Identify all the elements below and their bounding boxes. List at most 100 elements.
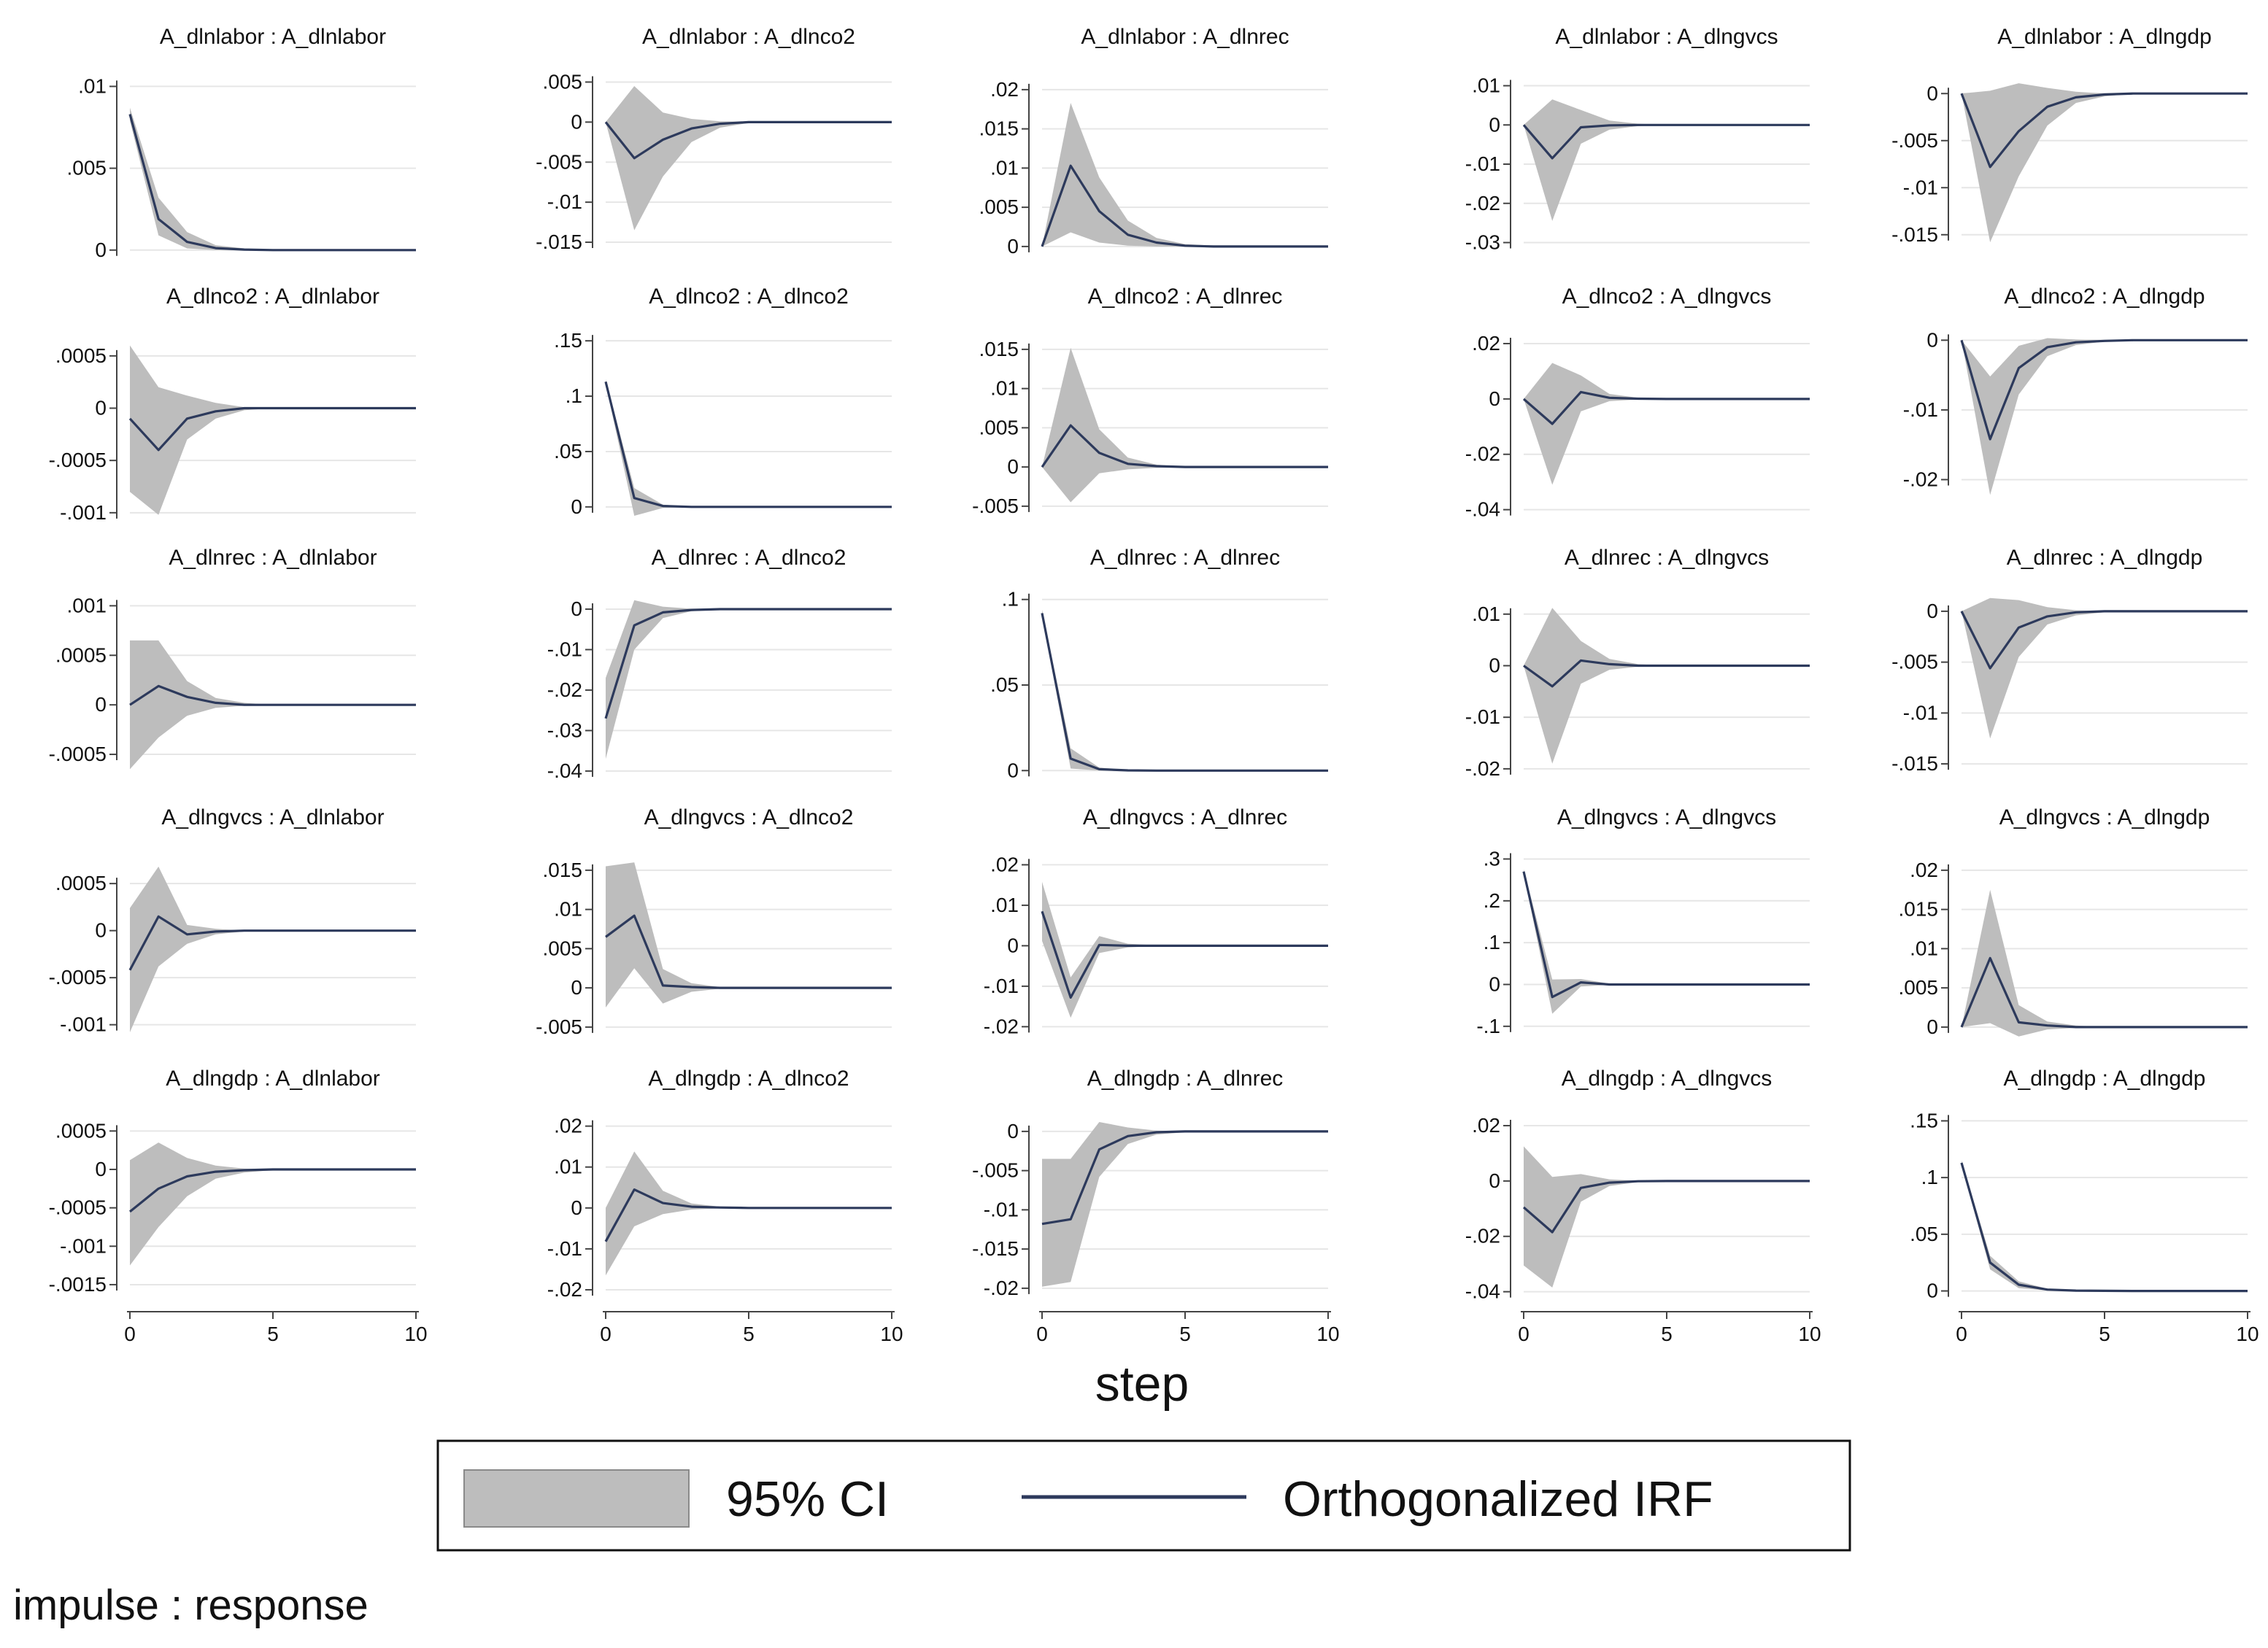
panel-title: A_dlnrec : A_dlnco2: [652, 546, 846, 570]
irf-line: [1041, 613, 1328, 772]
y-tick-label: .15: [1910, 1109, 1938, 1131]
y-tick-label: 0: [95, 239, 107, 261]
panel-title: A_dlnco2 : A_dlngvcs: [1562, 285, 1772, 309]
y-tick-label: .02: [990, 78, 1019, 101]
y-tick-label: .01: [1910, 937, 1938, 959]
irf-panel: A_dlnco2 : A_dlnrec -.005 0 .005 .01 .015: [972, 285, 1328, 517]
irf-line: [128, 114, 416, 252]
panel-title: A_dlngvcs : A_dlngvcs: [1557, 805, 1776, 829]
y-tick-label: .01: [78, 74, 107, 97]
irf-panel: A_dlnrec : A_dlngvcs -.02 -.01 0 .01: [1465, 546, 1810, 780]
y-tick-label: -.02: [547, 678, 582, 701]
y-tick-label: .01: [990, 894, 1019, 916]
irf-line: [128, 1168, 416, 1213]
panel-title: A_dlnrec : A_dlnlabor: [169, 546, 377, 570]
irf-line: [1522, 123, 1810, 160]
y-tick-label: -.0015: [49, 1273, 107, 1296]
y-tick-label: 0: [571, 1196, 582, 1219]
y-tick-label: .015: [543, 859, 583, 881]
irf-line: [604, 608, 892, 719]
y-tick-label: .02: [1472, 1114, 1500, 1137]
y-tick-label: .015: [979, 117, 1019, 140]
y-tick-label: 0: [1489, 387, 1500, 410]
irf-line: [604, 1188, 892, 1242]
y-tick-label: -.001: [60, 1013, 107, 1036]
irf-panel: A_dlnlabor : A_dlngdp -.015 -.01 -.005 0: [1891, 25, 2248, 246]
ci-band: [606, 86, 892, 231]
irf-line: [1522, 1180, 1810, 1234]
y-tick-label: -.015: [972, 1237, 1019, 1260]
panel-title: A_dlnrec : A_dlnrec: [1090, 546, 1280, 570]
ci-band: [130, 866, 416, 1032]
panel-title: A_dlngdp : A_dlnco2: [648, 1067, 849, 1091]
y-tick-label: -.001: [60, 501, 107, 524]
irf-panel: A_dlngdp : A_dlnco2 -.02 -.01 0 .01 .02 0 5 10: [547, 1067, 903, 1345]
y-tick-label: -.02: [547, 1278, 582, 1301]
y-tick-label: 0: [1489, 972, 1500, 995]
y-tick-label: .1: [566, 384, 582, 407]
irf-panel: A_dlnrec : A_dlngdp -.015 -.01 -.005 0: [1891, 546, 2248, 775]
y-tick-label: .01: [554, 1156, 582, 1178]
irf-panel: A_dlngdp : A_dlngvcs -.04 -.02 0 .02 0 5 10: [1465, 1067, 1821, 1345]
ci-band: [1962, 889, 2248, 1037]
irf-line: [1960, 610, 2248, 670]
y-tick-label: -.02: [1465, 443, 1500, 465]
y-tick-label: 0: [1007, 235, 1019, 258]
y-tick-label: -.0005: [49, 449, 107, 471]
legend-ci-label: 95% CI: [726, 1471, 889, 1527]
irf-panel: A_dlnco2 : A_dlngvcs -.04 -.02 0 .02: [1465, 285, 1810, 521]
irf-panel: A_dlngvcs : A_dlngdp 0 .005 .01 .015 .02: [1899, 805, 2248, 1038]
y-tick-label: 0: [1926, 328, 1938, 351]
irf-line: [604, 381, 892, 508]
irf-panel: A_dlnco2 : A_dlngdp -.02 -.01 0: [1903, 285, 2248, 495]
irf-line: [1041, 424, 1328, 468]
y-tick-label: -.01: [1903, 398, 1938, 421]
irf-line: [1960, 339, 2248, 441]
y-tick-label: -.03: [1465, 231, 1500, 254]
panel-title: A_dlnco2 : A_dlnrec: [1088, 285, 1283, 309]
irf-line: [1523, 659, 1810, 688]
y-tick-label: -.01: [547, 1237, 582, 1260]
y-tick-label: -.005: [972, 1159, 1019, 1182]
y-tick-label: 0: [95, 1158, 107, 1180]
y-tick-label: .1: [1484, 931, 1500, 953]
y-tick-label: -.02: [1465, 757, 1500, 780]
irf-line: [1960, 92, 2248, 169]
y-tick-label: -.02: [984, 1015, 1019, 1037]
irf-panel: A_dlngvcs : A_dlngvcs -.1 0 .1 .2 .3: [1476, 805, 1810, 1037]
y-tick-label: .015: [979, 338, 1019, 360]
ci-band: [1962, 83, 2248, 243]
ci-band: [130, 640, 416, 770]
ci-band: [606, 600, 892, 759]
y-tick-label: -.01: [547, 190, 582, 213]
y-tick-label: -.01: [984, 1198, 1019, 1220]
y-tick-label: -.02: [1465, 192, 1500, 214]
x-tick-label: 10: [1798, 1323, 1821, 1345]
irf-panel: A_dlngvcs : A_dlnrec -.02 -.01 0 .01 .02: [984, 805, 1328, 1037]
y-tick-label: 0: [95, 919, 107, 942]
irf-panel: A_dlngvcs : A_dlnlabor -.001 -.0005 0 .0005: [49, 805, 416, 1036]
y-tick-label: 0: [571, 495, 582, 518]
y-tick-label: .005: [543, 70, 583, 93]
y-tick-label: .05: [990, 673, 1019, 696]
irf-panel: A_dlnrec : A_dlnco2 -.04 -.03 -.02 -.01 0: [547, 546, 892, 782]
y-tick-label: -.005: [536, 1016, 582, 1038]
y-tick-label: .01: [1472, 74, 1500, 97]
ci-band: [606, 379, 892, 516]
y-tick-label: .1: [1002, 588, 1019, 611]
irf-line: [1522, 390, 1810, 425]
y-tick-label: .001: [67, 594, 107, 616]
irf-panel: A_dlnlabor : A_dlnlabor 0 .005 .01: [67, 25, 416, 261]
y-tick-label: 0: [1489, 113, 1500, 136]
y-tick-label: -.015: [536, 231, 582, 253]
irf-line: [128, 406, 416, 452]
y-tick-label: .01: [990, 377, 1019, 400]
x-tick-label: 5: [1179, 1323, 1191, 1345]
panel-title: A_dlngvcs : A_dlnco2: [644, 805, 854, 829]
y-tick-label: -.001: [60, 1234, 107, 1257]
y-tick-label: -.03: [547, 719, 582, 741]
x-tick-label: 5: [267, 1323, 279, 1345]
irf-panel: A_dlngdp : A_dlnrec -.02 -.015 -.01 -.005 0 0 5…: [972, 1067, 1339, 1345]
y-tick-label: 0: [95, 397, 107, 419]
irf-line: [604, 120, 892, 160]
